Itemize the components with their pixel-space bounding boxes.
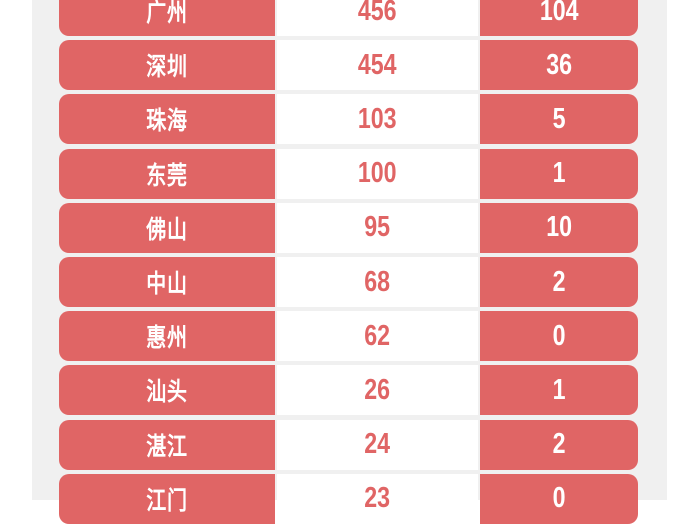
city-cell-text: 珠海 [146, 107, 188, 136]
confirmed-cell: 68 [277, 257, 478, 307]
other-cell-text: 5 [552, 102, 566, 135]
other-cell: 2 [480, 257, 638, 307]
other-cell-text: 0 [552, 319, 566, 352]
city-cell: 深圳 [59, 40, 275, 91]
other-cell: 104 [480, 0, 638, 36]
other-cell-text: 104 [539, 0, 579, 27]
table-row: 深圳 454 36 [0, 40, 700, 91]
city-cell: 东莞 [59, 148, 275, 199]
table-row: 汕头 26 1 [0, 365, 700, 416]
other-cell: 1 [480, 365, 638, 416]
city-cell-text: 深圳 [146, 53, 188, 82]
city-cell: 湛江 [59, 419, 275, 470]
confirmed-cell-text: 95 [364, 211, 391, 244]
city-cell-text: 汕头 [146, 378, 188, 407]
other-cell-text: 2 [552, 428, 566, 461]
confirmed-cell: 95 [277, 202, 478, 253]
confirmed-cell-text: 26 [364, 373, 391, 406]
other-cell-text: 1 [552, 157, 566, 190]
table-row: 广州 456 104 [0, 0, 700, 36]
city-cell-text: 东莞 [146, 161, 188, 190]
city-cell-text: 中山 [146, 270, 188, 298]
confirmed-cell-text: 103 [358, 102, 397, 135]
other-cell: 0 [480, 473, 638, 524]
table-row: 东莞 100 1 [0, 148, 700, 199]
city-cell-text: 湛江 [146, 432, 188, 461]
table-row: 惠州 62 0 [0, 311, 700, 362]
city-cell-text: 江门 [146, 486, 188, 515]
table-row: 中山 68 2 [0, 257, 700, 307]
confirmed-cell: 26 [277, 365, 478, 416]
confirmed-cell-text: 62 [364, 319, 391, 352]
other-cell-text: 1 [552, 373, 566, 406]
confirmed-cell: 103 [277, 94, 478, 145]
other-cell-text: 2 [552, 265, 566, 298]
confirmed-cell-text: 456 [358, 0, 397, 27]
confirmed-cell-text: 454 [358, 48, 397, 81]
table-row: 湛江 24 2 [0, 419, 700, 470]
confirmed-cell: 24 [277, 419, 478, 470]
city-cell-text: 惠州 [146, 324, 188, 353]
confirmed-cell-text: 24 [364, 428, 391, 461]
confirmed-cell: 100 [277, 148, 478, 199]
table-row: 江门 23 0 [0, 473, 700, 524]
confirmed-cell-text: 23 [364, 482, 391, 515]
city-cell: 中山 [59, 257, 275, 307]
city-cell-text: 佛山 [146, 215, 188, 244]
other-cell: 1 [480, 148, 638, 199]
confirmed-cell: 454 [277, 40, 478, 91]
other-cell: 2 [480, 419, 638, 470]
city-cell-text: 广州 [146, 0, 188, 27]
city-cell: 江门 [59, 473, 275, 524]
table-row: 佛山 95 10 [0, 202, 700, 253]
other-cell: 36 [480, 40, 638, 91]
confirmed-cell: 62 [277, 311, 478, 362]
table-row: 珠海 103 5 [0, 94, 700, 145]
city-cell: 汕头 [59, 365, 275, 416]
city-cell: 惠州 [59, 311, 275, 362]
other-cell-text: 36 [546, 48, 572, 81]
other-cell: 0 [480, 311, 638, 362]
other-cell: 10 [480, 202, 638, 253]
other-cell: 5 [480, 94, 638, 145]
confirmed-cell-text: 100 [358, 157, 397, 190]
other-cell-text: 0 [552, 482, 566, 515]
confirmed-cell: 23 [277, 473, 478, 524]
confirmed-cell: 456 [277, 0, 478, 36]
confirmed-cell-text: 68 [364, 265, 391, 298]
other-cell-text: 10 [546, 211, 572, 244]
city-cell: 佛山 [59, 202, 275, 253]
city-cell: 广州 [59, 0, 275, 36]
city-cell: 珠海 [59, 94, 275, 145]
